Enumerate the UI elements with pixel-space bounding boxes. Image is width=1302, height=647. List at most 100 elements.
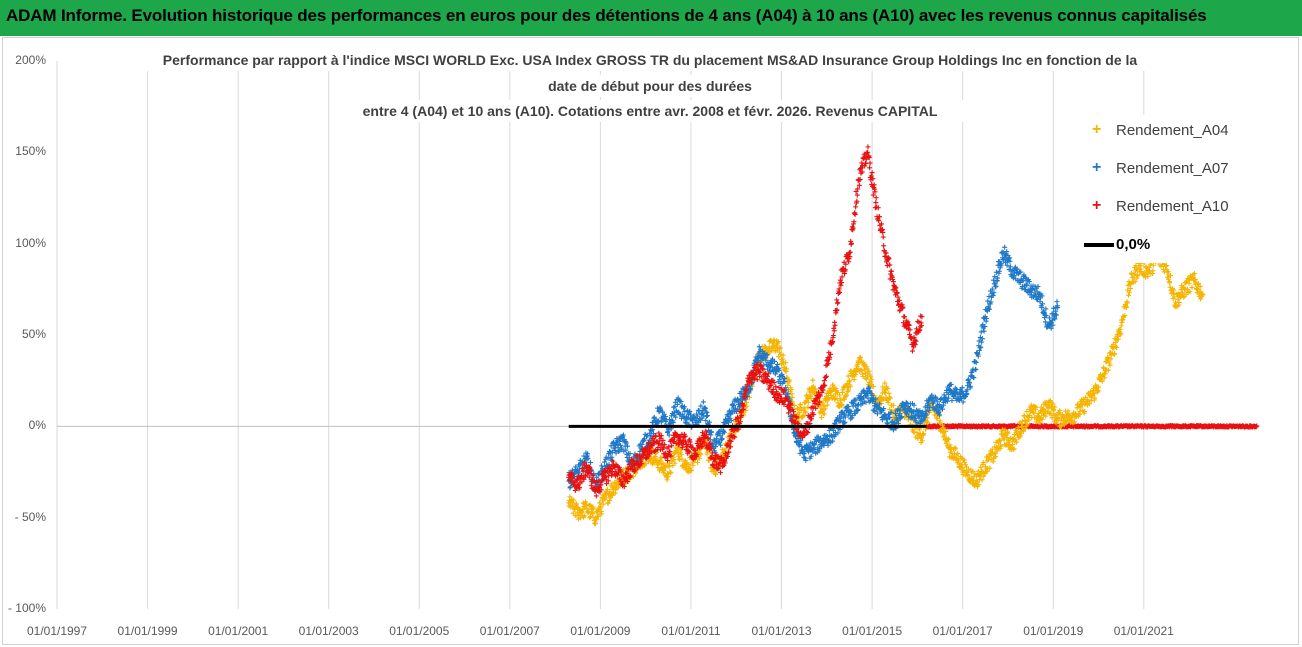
rendement-a04-point bbox=[808, 396, 814, 402]
rendement-a07-point bbox=[914, 420, 920, 426]
rendement-a07-point bbox=[1004, 249, 1010, 255]
rendement-a10-point bbox=[567, 477, 573, 483]
rendement-a07-point bbox=[842, 411, 848, 417]
rendement-a10-point bbox=[732, 434, 738, 440]
rendement-a10-point bbox=[751, 375, 757, 381]
rendement-a04-point bbox=[1024, 409, 1030, 415]
rendement-a04-point bbox=[1037, 420, 1043, 426]
rendement-a04-point bbox=[882, 380, 888, 386]
rendement-a07-point bbox=[698, 403, 704, 409]
rendement-a10-point bbox=[779, 395, 785, 401]
rendement-a07-point bbox=[996, 268, 1002, 274]
rendement-a04-point bbox=[1096, 384, 1102, 390]
rendement-a10-point bbox=[627, 473, 633, 479]
rendement-a07-point bbox=[623, 447, 629, 453]
rendement-a04-point bbox=[1030, 409, 1036, 415]
rendement-a07-point bbox=[825, 442, 831, 448]
rendement-a10-point bbox=[583, 473, 589, 479]
rendement-a10-point bbox=[716, 465, 722, 471]
rendement-a07-point bbox=[920, 409, 926, 415]
rendement-a04-point bbox=[788, 387, 794, 393]
x-tick-label: 01/01/2003 bbox=[298, 624, 359, 638]
rendement-a04-point bbox=[886, 394, 892, 400]
rendement-a04-point bbox=[1022, 426, 1028, 432]
rendement-a10-point bbox=[656, 430, 662, 436]
x-tick-label: 01/01/2015 bbox=[842, 624, 903, 638]
rendement-a10-point bbox=[909, 348, 915, 354]
rendement-a10-point bbox=[741, 403, 747, 409]
rendement-a04-point bbox=[606, 498, 612, 504]
rendement-a10-point bbox=[851, 219, 857, 225]
rendement-a10-point bbox=[854, 198, 860, 204]
rendement-a07-point bbox=[612, 447, 618, 453]
rendement-a04-point bbox=[989, 446, 995, 452]
rendement-a04-point bbox=[953, 446, 959, 452]
rendement-a04-point bbox=[780, 352, 786, 358]
rendement-a10-point bbox=[827, 354, 833, 360]
rendement-a10-point bbox=[610, 458, 616, 464]
rendement-a07-point bbox=[836, 418, 842, 424]
rendement-a07-point bbox=[1035, 284, 1041, 290]
rendement-a07-point bbox=[1020, 278, 1026, 284]
rendement-a04-point bbox=[866, 368, 872, 374]
rendement-a07-point bbox=[1026, 279, 1032, 285]
rendement-a10-point bbox=[882, 253, 888, 259]
rendement-a07-point bbox=[990, 293, 996, 299]
rendement-a04-point bbox=[1167, 280, 1173, 286]
rendement-a07-point bbox=[984, 315, 990, 321]
rendement-a07-point bbox=[986, 294, 992, 300]
rendement-a04-point bbox=[867, 374, 873, 380]
rendement-a04-point bbox=[1107, 362, 1113, 368]
rendement-a04-point bbox=[1054, 418, 1060, 424]
rendement-a07-point bbox=[688, 412, 694, 418]
rendement-a04-point bbox=[686, 461, 692, 467]
rendement-a10-point bbox=[773, 384, 779, 390]
rendement-a07-point bbox=[800, 449, 806, 455]
rendement-a07-point bbox=[874, 411, 880, 417]
x-tick-label: 01/01/2005 bbox=[389, 624, 450, 638]
rendement-a04-point bbox=[1135, 273, 1141, 279]
chart-frame bbox=[2, 37, 1299, 645]
rendement-a04-point bbox=[1036, 410, 1042, 416]
rendement-a07-point bbox=[808, 453, 814, 459]
rendement-a10-point bbox=[839, 274, 845, 280]
rendement-a07-point bbox=[992, 274, 998, 280]
rendement-a07-point bbox=[958, 395, 964, 401]
rendement-a10-point bbox=[702, 434, 708, 440]
rendement-a07-point bbox=[588, 460, 594, 466]
rendement-a07-point bbox=[982, 324, 988, 330]
rendement-a10-point bbox=[744, 387, 750, 393]
rendement-a10-point bbox=[718, 470, 724, 476]
rendement-a10-point bbox=[625, 479, 631, 485]
rendement-a04-point bbox=[919, 438, 925, 444]
rendement-a04-point bbox=[1079, 402, 1085, 408]
x-tick-label: 01/01/2013 bbox=[751, 624, 812, 638]
rendement-a04-point bbox=[812, 386, 818, 392]
rendement-a04-point bbox=[664, 477, 670, 483]
rendement-a07-point bbox=[895, 417, 901, 423]
rendement-a04-point bbox=[821, 411, 827, 417]
rendement-a10-point bbox=[794, 415, 800, 421]
rendement-a10-point bbox=[605, 478, 611, 484]
rendement-a10-point bbox=[765, 373, 771, 379]
rendement-a07-point bbox=[898, 414, 904, 420]
rendement-a07-point bbox=[866, 384, 872, 390]
rendement-a10-point bbox=[890, 287, 896, 293]
rendement-a04-point bbox=[1052, 404, 1058, 410]
rendement-a07-point bbox=[936, 401, 942, 407]
rendement-a04-point bbox=[1004, 435, 1010, 441]
rendement-a07-point bbox=[971, 375, 977, 381]
rendement-a04-point bbox=[571, 497, 577, 503]
rendement-a10-point bbox=[662, 442, 668, 448]
rendement-a10-point bbox=[722, 460, 728, 466]
rendement-a04-point bbox=[955, 450, 961, 456]
rendement-a10-point bbox=[880, 234, 886, 240]
rendement-a04-point bbox=[1024, 422, 1030, 428]
rendement-a04-point bbox=[1191, 270, 1197, 276]
rendement-a04-point bbox=[1039, 416, 1045, 422]
rendement-a10-point bbox=[755, 362, 761, 368]
rendement-a10-point bbox=[902, 314, 908, 320]
rendement-a04-point bbox=[583, 501, 589, 507]
rendement-a07-point bbox=[672, 399, 678, 405]
rendement-a07-point bbox=[585, 455, 591, 461]
